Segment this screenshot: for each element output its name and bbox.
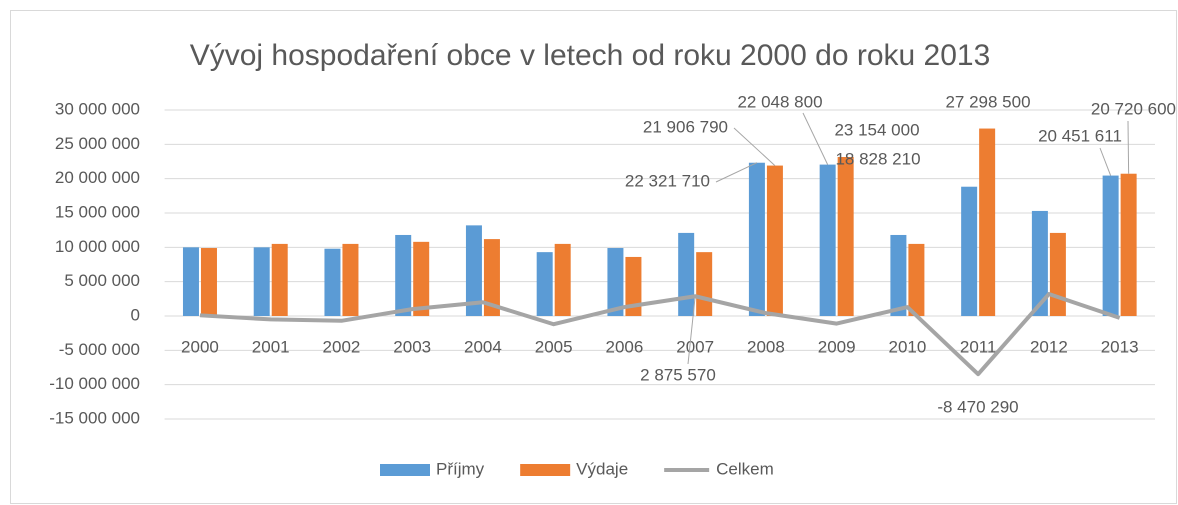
bar [961, 186, 978, 316]
y-tick-label: 15 000 000 [55, 202, 140, 221]
bar [554, 243, 571, 316]
x-tick-label: 2000 [181, 337, 219, 356]
leader-line [687, 296, 696, 365]
x-tick-label: 2001 [252, 337, 290, 356]
chart-title: Vývoj hospodaření obce v letech od roku … [190, 39, 991, 72]
data-label: 21 906 790 [643, 117, 728, 136]
bar [678, 232, 695, 316]
x-tick-label: 2005 [535, 337, 573, 356]
x-tick-label: 2008 [747, 337, 785, 356]
legend-swatch [380, 464, 430, 476]
bar [271, 243, 288, 316]
bar [182, 247, 199, 316]
y-tick-label: 20 000 000 [55, 168, 140, 187]
data-label: -8 470 290 [937, 397, 1018, 416]
x-tick-label: 2013 [1101, 337, 1139, 356]
bar [837, 157, 854, 316]
bar [1102, 175, 1119, 316]
bar [748, 162, 765, 316]
data-label: 22 321 710 [625, 171, 710, 190]
y-tick-label: 30 000 000 [55, 99, 140, 118]
data-label: 22 048 800 [737, 92, 822, 111]
x-tick-label: 2011 [960, 337, 997, 356]
leader-line [1127, 120, 1130, 174]
bar [696, 252, 713, 316]
data-label: 23 154 000 [834, 120, 919, 139]
bar [1120, 173, 1137, 316]
bar [465, 225, 482, 316]
x-tick-label: 2003 [393, 337, 431, 356]
leader-line [715, 162, 758, 183]
x-tick-label: 2009 [818, 337, 856, 356]
y-tick-label: -15 000 000 [49, 408, 140, 427]
x-tick-label: 2006 [606, 337, 644, 356]
y-tick-label: 25 000 000 [55, 134, 140, 153]
bar [536, 252, 553, 316]
legend-label: Příjmy [436, 459, 485, 478]
data-label: 18 828 210 [835, 149, 920, 168]
legend-label: Celkem [716, 459, 774, 478]
bar [324, 248, 341, 316]
legend-label: Výdaje [576, 459, 628, 478]
bar [819, 164, 836, 316]
y-tick-label: 10 000 000 [55, 237, 140, 256]
bar [890, 234, 907, 316]
data-label: 20 451 611 [1038, 126, 1122, 145]
leader-line [1099, 147, 1112, 176]
bar [607, 248, 624, 316]
data-label: 2 875 570 [640, 365, 716, 384]
bar [342, 243, 359, 316]
bar [413, 241, 430, 316]
y-tick-label: -10 000 000 [49, 374, 140, 393]
y-tick-label: 5 000 000 [64, 271, 140, 290]
bar [979, 128, 996, 316]
legend-swatch [520, 464, 571, 476]
bar [1031, 210, 1048, 316]
leader-line [733, 127, 776, 166]
bar [1049, 232, 1066, 316]
x-tick-label: 2002 [323, 337, 361, 356]
x-tick-label: 2004 [464, 337, 502, 356]
data-label: 27 298 500 [945, 92, 1030, 111]
bar [908, 243, 925, 316]
bar [483, 239, 500, 316]
y-tick-label: 0 [131, 305, 140, 324]
line [199, 292, 1121, 377]
bar [625, 256, 642, 316]
x-tick-label: 2007 [676, 337, 714, 356]
bar [395, 234, 412, 316]
bar [253, 247, 270, 316]
x-tick-label: 2010 [888, 337, 926, 356]
data-label: 20 720 600 [1091, 99, 1176, 118]
x-tick-label: 2012 [1030, 337, 1068, 356]
bar [766, 165, 783, 316]
y-tick-label: -5 000 000 [59, 340, 140, 359]
leader-line [802, 112, 829, 165]
bar [200, 248, 217, 316]
